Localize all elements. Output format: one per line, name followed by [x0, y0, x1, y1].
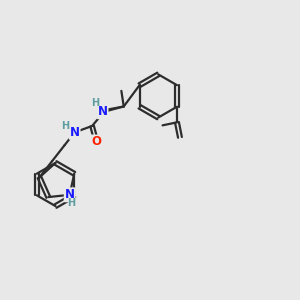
Text: H: H	[61, 121, 69, 131]
Text: N: N	[65, 188, 75, 201]
Text: N: N	[70, 126, 80, 139]
Text: N: N	[98, 105, 107, 118]
Text: H: H	[67, 198, 75, 208]
Text: H: H	[91, 98, 99, 108]
Text: O: O	[91, 136, 101, 148]
